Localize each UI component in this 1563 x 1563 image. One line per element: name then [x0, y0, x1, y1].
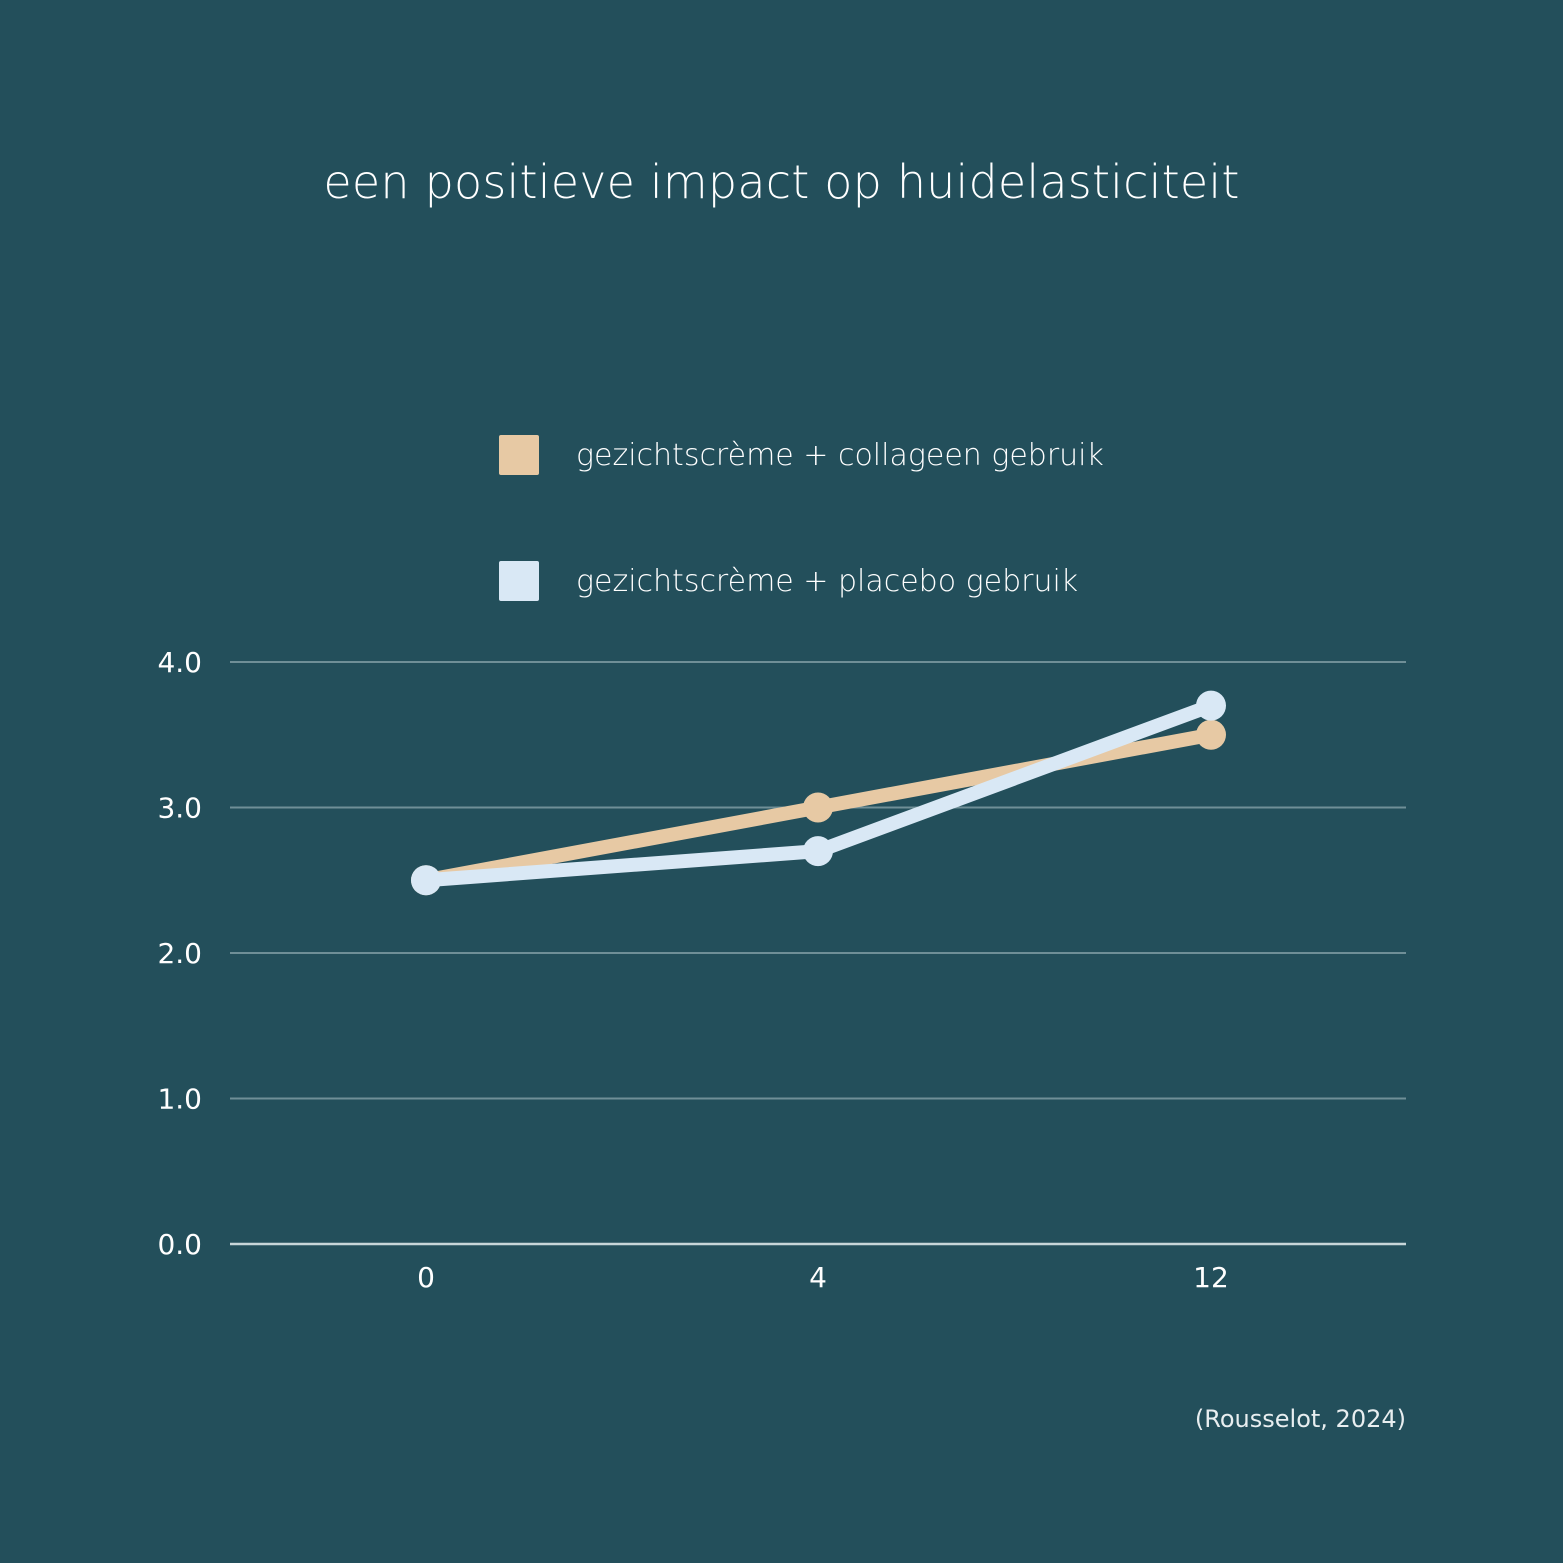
- y-tick-label: 1.0: [157, 1083, 202, 1116]
- gridlines: [230, 661, 1406, 1246]
- data-point: [803, 792, 833, 823]
- data-point: [1196, 690, 1226, 721]
- x-tick-label: 12: [1193, 1261, 1229, 1294]
- x-tick-label: 0: [417, 1261, 435, 1294]
- legend-item-placebo: gezichtscrème + placebo gebruik: [499, 560, 1104, 602]
- source-citation: (Rousselot, 2024): [1194, 1405, 1406, 1433]
- series-1: [411, 690, 1226, 896]
- data-point: [1196, 719, 1226, 750]
- y-tick-label: 4.0: [157, 646, 202, 679]
- chart-title: een positieve impact op huidelasticiteit: [323, 155, 1240, 209]
- y-tick-label: 0.0: [157, 1228, 202, 1261]
- legend-label-collageen: gezichtscrème + collageen gebruik: [576, 437, 1104, 473]
- series: [411, 690, 1226, 896]
- y-tick-label: 3.0: [157, 792, 202, 825]
- legend-swatch-collageen: [499, 435, 539, 475]
- data-point: [803, 836, 833, 867]
- axis-labels: 0.0 1.0 2.0 3.0 4.0 0 4 12: [157, 646, 1228, 1294]
- legend-item-collageen: gezichtscrème + collageen gebruik: [499, 434, 1104, 476]
- y-tick-label: 2.0: [157, 937, 202, 970]
- x-tick-label: 4: [809, 1261, 827, 1294]
- legend: gezichtscrème + collageen gebruik gezich…: [499, 434, 1104, 686]
- legend-swatch-placebo: [499, 561, 539, 601]
- legend-label-placebo: gezichtscrème + placebo gebruik: [576, 563, 1079, 599]
- data-point: [411, 865, 441, 896]
